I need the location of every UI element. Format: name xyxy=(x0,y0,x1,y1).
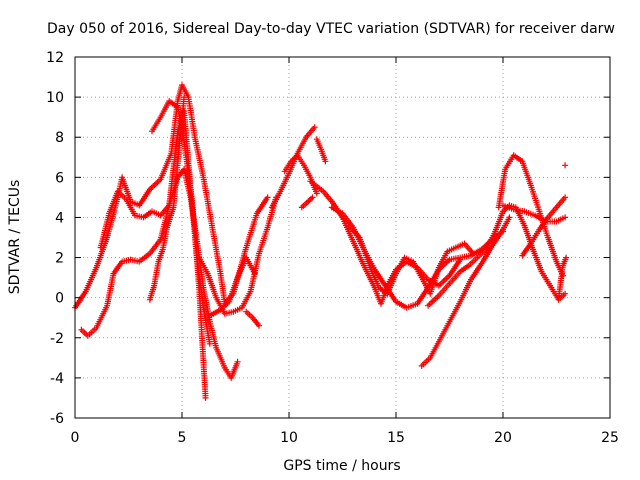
y-tick-label: -4 xyxy=(50,371,64,387)
series-track-22 xyxy=(562,162,569,169)
plus-markers xyxy=(418,214,513,369)
plus-markers xyxy=(345,222,476,297)
x-tick-label: 15 xyxy=(387,430,405,446)
y-tick-label: -2 xyxy=(50,331,64,347)
y-tick-label: 12 xyxy=(46,50,64,66)
series-track-5 xyxy=(146,94,188,303)
plot-frame xyxy=(74,56,611,419)
y-tick-label: -6 xyxy=(50,411,64,427)
series-track-2 xyxy=(78,166,241,381)
plus-markers xyxy=(298,194,316,211)
y-tick-label: 2 xyxy=(55,251,64,267)
series-track-6 xyxy=(196,194,280,317)
plus-markers xyxy=(206,254,258,319)
plus-markers xyxy=(149,98,209,401)
chart-title: Day 050 of 2016, Sidereal Day-to-day VTE… xyxy=(47,21,615,37)
grid xyxy=(75,57,610,418)
series-track-8 xyxy=(243,308,262,329)
series-track-12 xyxy=(313,136,329,165)
series-track-7 xyxy=(206,254,258,319)
series-track-4 xyxy=(149,98,209,401)
plus-markers xyxy=(196,194,280,317)
x-tick-label: 20 xyxy=(494,430,512,446)
x-tick-label: 5 xyxy=(178,430,187,446)
series-track-15 xyxy=(345,222,476,297)
series-track-20 xyxy=(519,194,569,259)
y-tick-label: 10 xyxy=(46,90,64,106)
y-axis-label: SDTVAR / TECUs xyxy=(7,180,23,295)
x-tick-label: 0 xyxy=(71,430,80,446)
series-track-16 xyxy=(418,214,513,369)
x-axis-label: GPS time / hours xyxy=(283,458,400,474)
x-tick-label: 25 xyxy=(601,430,619,446)
y-tick-label: 0 xyxy=(55,291,64,307)
axis-ticks: 0 5 10 15 20 25 -6 -4 -2 0 2 4 6 8 10 12 xyxy=(46,50,619,446)
plus-markers xyxy=(562,162,569,169)
plus-markers xyxy=(146,94,188,303)
plus-markers xyxy=(555,254,570,301)
plot-area xyxy=(72,82,570,401)
series-track-11 xyxy=(298,194,316,211)
x-tick-label: 10 xyxy=(280,430,298,446)
y-tick-label: 6 xyxy=(55,170,64,186)
plus-markers xyxy=(243,308,262,329)
y-tick-label: 8 xyxy=(55,130,64,146)
plus-markers xyxy=(313,136,329,165)
series-track-21 xyxy=(555,254,570,301)
y-tick-label: 4 xyxy=(55,210,64,226)
plus-markers xyxy=(78,166,241,381)
plus-markers xyxy=(519,194,569,259)
